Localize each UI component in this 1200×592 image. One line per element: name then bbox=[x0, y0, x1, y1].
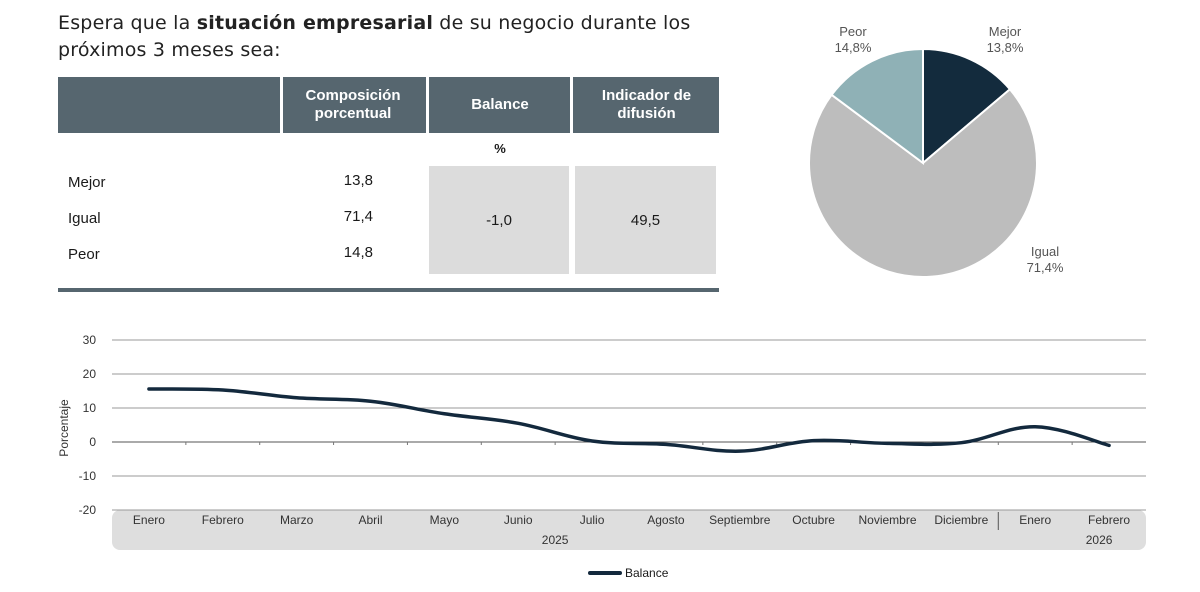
indicador-cell: 49,5 bbox=[575, 166, 716, 274]
x-tick-label: Enero bbox=[1019, 513, 1051, 527]
header-balance: Balance bbox=[471, 96, 529, 113]
year-label: 2025 bbox=[542, 533, 569, 547]
y-tick-label: 0 bbox=[89, 435, 96, 449]
unit-label: % bbox=[494, 141, 506, 156]
x-tick-label: Febrero bbox=[1088, 513, 1130, 527]
y-tick-label: -20 bbox=[79, 503, 97, 517]
legend-swatch bbox=[588, 571, 622, 575]
table-bottom-rule bbox=[58, 288, 719, 292]
x-tick-label: Abril bbox=[358, 513, 382, 527]
y-tick-label: -10 bbox=[79, 469, 97, 483]
header-divider bbox=[426, 77, 429, 133]
x-axis-band bbox=[112, 510, 1146, 550]
header-divider bbox=[570, 77, 573, 133]
row-label-peor: Peor bbox=[68, 246, 100, 263]
x-tick-label: Marzo bbox=[280, 513, 314, 527]
legend-label-balance: Balance bbox=[625, 566, 669, 580]
x-tick-label: Diciembre bbox=[934, 513, 988, 527]
y-axis-label: Porcentaje bbox=[57, 399, 71, 457]
row-value-mejor: 13,8 bbox=[343, 172, 373, 189]
x-tick-label: Enero bbox=[133, 513, 165, 527]
pie-chart bbox=[808, 47, 1038, 278]
x-tick-label: Agosto bbox=[647, 513, 685, 527]
year-label: 2026 bbox=[1086, 533, 1113, 547]
balance-cell: -1,0 bbox=[429, 166, 569, 274]
y-tick-label: 10 bbox=[83, 401, 97, 415]
pie-label-mejor: Mejor 13,8% bbox=[986, 24, 1024, 55]
x-tick-label: Junio bbox=[504, 513, 533, 527]
x-tick-label: Julio bbox=[580, 513, 605, 527]
pie-label-peor: Peor 14,8% bbox=[834, 24, 872, 55]
question-title: Espera que la situación empresarial de s… bbox=[58, 12, 691, 61]
x-tick-label: Febrero bbox=[202, 513, 244, 527]
pie-label-igual: Igual 71,4% bbox=[1026, 244, 1064, 275]
x-tick-label: Noviembre bbox=[858, 513, 916, 527]
header-divider bbox=[280, 77, 283, 133]
row-label-igual: Igual bbox=[68, 210, 101, 227]
row-label-mejor: Mejor bbox=[68, 174, 106, 191]
y-tick-label: 20 bbox=[83, 367, 97, 381]
header-composicion: Composición porcentual bbox=[305, 87, 401, 122]
pie-slice-peor bbox=[830, 47, 924, 165]
line-chart: 30 20 10 0 -10 -20 Enero Febrero Marzo Abril Mayo… bbox=[57, 333, 1146, 550]
x-tick-label: Mayo bbox=[430, 513, 460, 527]
pie-slice-igual bbox=[808, 87, 1038, 278]
legend: Balance bbox=[588, 566, 668, 580]
x-tick-label: Octubre bbox=[792, 513, 835, 527]
row-value-peor: 14,8 bbox=[343, 244, 373, 261]
x-tick-label: Septiembre bbox=[709, 513, 771, 527]
row-value-igual: 71,4 bbox=[343, 208, 373, 225]
header-indicador: Indicador de difusión bbox=[601, 87, 692, 122]
y-tick-label: 30 bbox=[83, 333, 97, 347]
table-header: Composición porcentual Balance Indicador… bbox=[58, 77, 719, 133]
pie-slice-mejor bbox=[922, 47, 1012, 166]
series-line-balance bbox=[147, 387, 1111, 453]
